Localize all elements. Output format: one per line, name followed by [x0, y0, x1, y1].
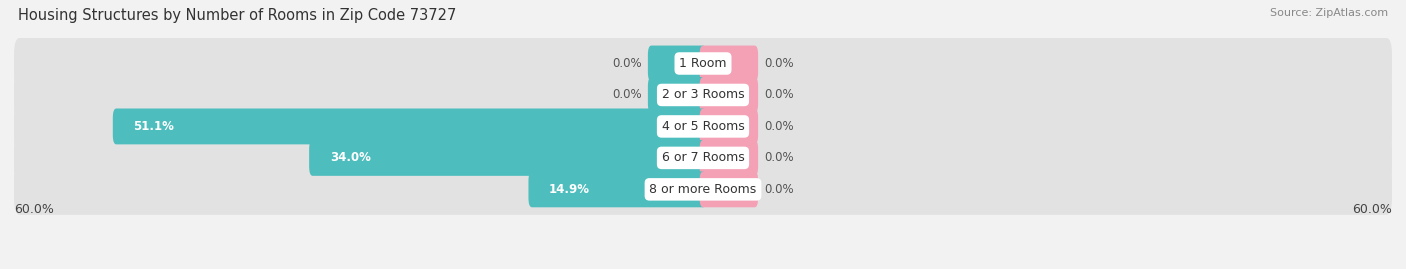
- Text: 0.0%: 0.0%: [763, 89, 793, 101]
- Text: 60.0%: 60.0%: [1353, 203, 1392, 216]
- FancyBboxPatch shape: [309, 140, 706, 176]
- FancyBboxPatch shape: [14, 132, 1392, 183]
- Text: 0.0%: 0.0%: [613, 89, 643, 101]
- FancyBboxPatch shape: [700, 171, 758, 207]
- Text: 8 or more Rooms: 8 or more Rooms: [650, 183, 756, 196]
- Text: 0.0%: 0.0%: [763, 183, 793, 196]
- Text: 0.0%: 0.0%: [613, 57, 643, 70]
- FancyBboxPatch shape: [112, 108, 706, 144]
- FancyBboxPatch shape: [14, 38, 1392, 89]
- Text: 6 or 7 Rooms: 6 or 7 Rooms: [662, 151, 744, 164]
- Text: Housing Structures by Number of Rooms in Zip Code 73727: Housing Structures by Number of Rooms in…: [18, 8, 457, 23]
- Text: 0.0%: 0.0%: [763, 120, 793, 133]
- Text: 60.0%: 60.0%: [14, 203, 53, 216]
- FancyBboxPatch shape: [529, 171, 706, 207]
- Text: 51.1%: 51.1%: [134, 120, 174, 133]
- Text: Source: ZipAtlas.com: Source: ZipAtlas.com: [1270, 8, 1388, 18]
- FancyBboxPatch shape: [648, 45, 706, 82]
- Text: 0.0%: 0.0%: [763, 57, 793, 70]
- FancyBboxPatch shape: [14, 101, 1392, 152]
- FancyBboxPatch shape: [648, 77, 706, 113]
- FancyBboxPatch shape: [700, 140, 758, 176]
- FancyBboxPatch shape: [700, 45, 758, 82]
- FancyBboxPatch shape: [14, 69, 1392, 121]
- Text: 1 Room: 1 Room: [679, 57, 727, 70]
- Text: 4 or 5 Rooms: 4 or 5 Rooms: [662, 120, 744, 133]
- Text: 2 or 3 Rooms: 2 or 3 Rooms: [662, 89, 744, 101]
- FancyBboxPatch shape: [700, 77, 758, 113]
- FancyBboxPatch shape: [700, 108, 758, 144]
- Text: 34.0%: 34.0%: [330, 151, 371, 164]
- Text: 14.9%: 14.9%: [550, 183, 591, 196]
- FancyBboxPatch shape: [14, 164, 1392, 215]
- Text: 0.0%: 0.0%: [763, 151, 793, 164]
